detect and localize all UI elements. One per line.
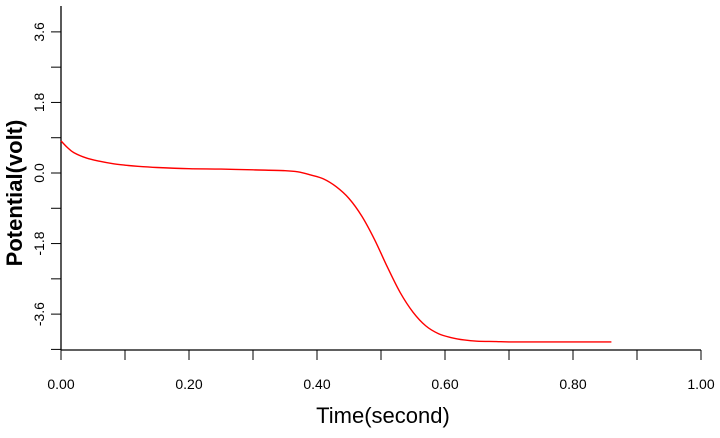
x-tick-label: 0.80	[559, 376, 586, 392]
axes	[60, 6, 701, 351]
x-tick-label: 0.00	[47, 376, 74, 392]
y-tick-label: -1.8	[31, 231, 47, 255]
y-axis-label: Potential(volt)	[2, 120, 27, 267]
series-layer	[60, 140, 612, 343]
y-tick-label: -3.6	[31, 302, 47, 326]
x-tick-label: 0.60	[431, 376, 458, 392]
y-tick-label: 1.8	[31, 92, 47, 112]
x-tick-label: 1.00	[687, 376, 714, 392]
x-axis-label: Time(second)	[316, 403, 450, 428]
x-tick-label: 0.20	[175, 376, 202, 392]
y-tick-label: 3.6	[31, 22, 47, 42]
y-tick-label: 0.0	[31, 163, 47, 183]
x-tick-label: 0.40	[303, 376, 330, 392]
series-line-0	[60, 140, 612, 343]
ticks: 0.00 0.20 0.40 0.60 0.80 1.00 3.6 1.8 0.0 -1.8 -3.…	[31, 22, 715, 392]
